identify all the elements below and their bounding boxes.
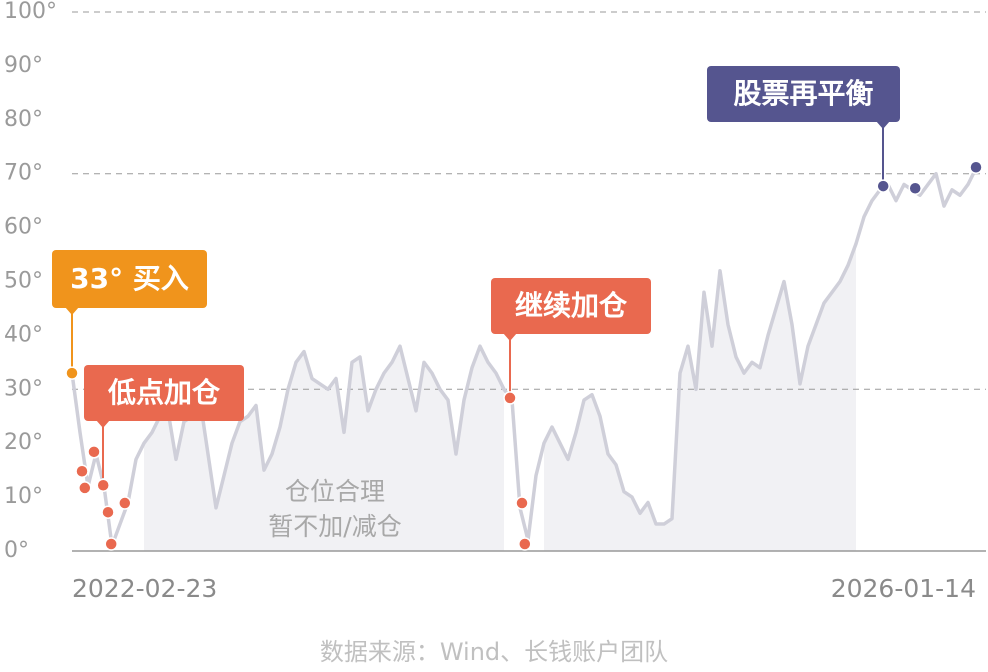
y-tick-label: 0° [4,538,29,563]
marker [503,391,517,405]
marker [876,179,890,193]
line [70,167,978,548]
marker [118,496,132,510]
marker [908,181,922,196]
marker [65,366,79,380]
shaded-region [144,346,504,551]
y-tick-label: 90° [4,53,43,78]
callout-box [52,250,207,308]
y-tick-label: 80° [4,107,43,132]
y-tick-label: 40° [4,322,43,347]
y-tick-label: 60° [4,215,43,240]
y-tick-label: 70° [4,161,43,186]
callout-pointer [876,121,890,129]
y-tick-label: 20° [4,430,43,455]
y-tick-label: 10° [4,484,43,509]
callout-text: 继续加仓 [515,289,628,322]
marker [969,160,983,174]
marker [96,478,110,492]
marker [515,496,529,510]
region-label: 暂不加/减仓 [268,512,401,541]
marker [101,505,115,519]
shaded-region [544,243,856,551]
callout-pointer [96,420,110,428]
callout-text: 低点加仓 [107,376,221,409]
marker [75,464,89,478]
marker [78,481,92,495]
marker [87,445,101,459]
x-tick-label: 2026-01-14 [831,574,976,603]
callout-box [491,278,651,334]
callout-pointer [503,333,517,341]
callout-text: 33° 买入 [70,262,189,295]
y-tick-label: 30° [4,376,43,401]
callout-box [84,365,244,421]
callout-box [707,66,900,122]
callout-text: 股票再平衡 [733,77,873,110]
y-tick-label: 100° [4,0,57,24]
y-tick-label: 50° [4,269,43,294]
marker [104,537,118,551]
region-label: 仓位合理 [285,477,385,506]
source: 数据来源：Wind、长钱账户团队 [320,638,668,666]
callout-pointer [65,307,79,315]
marker [518,537,532,551]
x-tick-label: 2022-02-23 [72,574,217,603]
